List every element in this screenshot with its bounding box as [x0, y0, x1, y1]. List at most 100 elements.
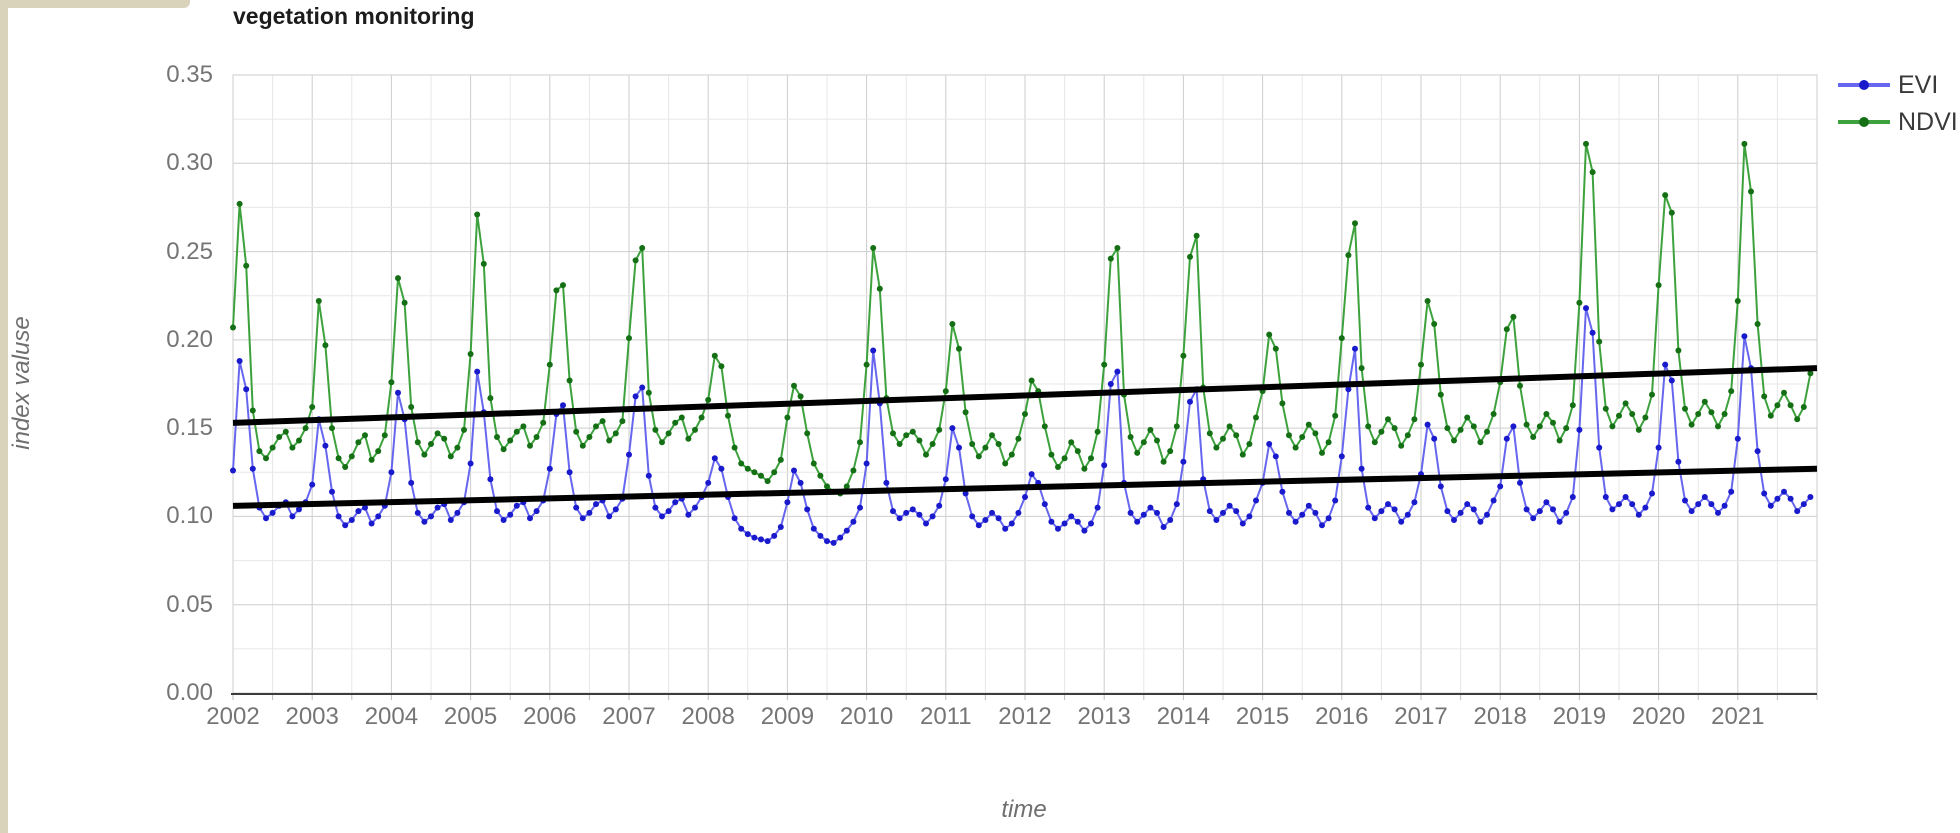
series-point-ndvi — [1338, 335, 1345, 342]
series-point-ndvi — [771, 469, 778, 476]
x-tick-label: 2012 — [998, 703, 1052, 730]
series-point-evi — [896, 515, 903, 522]
series-point-ndvi — [632, 257, 639, 264]
series-point-evi — [956, 444, 962, 451]
series-point-evi — [850, 518, 857, 525]
series-point-ndvi — [1041, 423, 1048, 430]
series-point-evi — [1286, 509, 1292, 516]
series-point-ndvi — [434, 430, 441, 437]
series-point-ndvi — [1418, 361, 1424, 368]
series-point-evi — [269, 509, 276, 516]
series-point-evi — [1041, 501, 1048, 508]
series-point-evi — [1503, 435, 1510, 442]
x-tick-label: 2013 — [1077, 703, 1131, 730]
series-point-ndvi — [1206, 430, 1213, 437]
series-point-ndvi — [1695, 411, 1702, 417]
series-point-ndvi — [804, 430, 811, 437]
series-point-ndvi — [718, 363, 725, 370]
series-point-ndvi — [599, 418, 606, 425]
y-tick-label: 0.25 — [166, 237, 213, 265]
series-point-ndvi — [1008, 451, 1015, 458]
legend-item-ndvi[interactable]: NDVI — [1838, 107, 1958, 137]
series-point-ndvi — [1312, 430, 1319, 437]
series-point-evi — [804, 506, 811, 513]
series-point-evi — [1484, 511, 1490, 518]
x-tick-label: 2019 — [1552, 703, 1607, 730]
series-point-evi — [527, 515, 533, 522]
legend-item-evi[interactable]: EVI — [1838, 70, 1958, 100]
x-tick-label: 2017 — [1394, 703, 1448, 730]
series-point-evi — [936, 502, 943, 509]
series-point-evi — [1180, 458, 1187, 465]
series-point-ndvi — [1550, 419, 1556, 426]
series-point-evi — [626, 451, 632, 458]
series-point-evi — [1206, 508, 1213, 515]
series-point-evi — [414, 509, 421, 516]
series-point-ndvi — [1345, 252, 1352, 259]
legend-label-ndvi: NDVI — [1898, 107, 1958, 136]
series-point-ndvi — [494, 434, 500, 440]
series-point-evi — [1312, 509, 1319, 516]
series-point-evi — [797, 479, 804, 486]
series-point-evi — [1701, 494, 1708, 500]
ndvi-line-swatch-icon — [1838, 116, 1890, 128]
series-point-ndvi — [1266, 331, 1273, 338]
series-point-evi — [1074, 518, 1081, 525]
series-point-ndvi — [758, 472, 764, 479]
series-point-ndvi — [692, 426, 698, 433]
series-point-evi — [1371, 515, 1378, 522]
series-point-evi — [513, 502, 520, 509]
x-tick-label: 2021 — [1711, 703, 1765, 730]
series-point-evi — [830, 539, 837, 546]
series-point-evi — [447, 517, 454, 523]
series-point-ndvi — [1510, 313, 1517, 320]
series-point-evi — [639, 384, 646, 391]
series-point-ndvi — [1741, 140, 1748, 147]
series-point-evi — [1404, 511, 1411, 518]
series-point-evi — [870, 347, 877, 354]
series-point-ndvi — [1642, 414, 1649, 421]
series-point-ndvi — [487, 395, 494, 402]
series-point-evi — [784, 499, 791, 506]
series-point-evi — [1721, 502, 1728, 509]
y-tick-label: 0.05 — [166, 590, 213, 618]
series-point-evi — [1682, 497, 1688, 504]
series-point-evi — [342, 522, 349, 529]
series-point-ndvi — [1668, 209, 1675, 216]
series-point-evi — [612, 506, 619, 513]
series-point-evi — [1107, 381, 1114, 387]
series-point-ndvi — [269, 444, 276, 451]
series-point-ndvi — [777, 456, 784, 463]
series-point-ndvi — [949, 321, 956, 327]
series-point-evi — [751, 534, 758, 541]
series-point-ndvi — [1028, 377, 1035, 384]
series-point-ndvi — [685, 435, 692, 442]
series-point-ndvi — [1503, 326, 1510, 333]
series-point-ndvi — [1233, 432, 1240, 439]
series-point-ndvi — [870, 245, 877, 251]
x-tick-label: 2002 — [206, 703, 260, 730]
series-point-ndvi — [513, 428, 520, 435]
series-point-ndvi — [1490, 411, 1497, 417]
series-point-ndvi — [309, 404, 316, 410]
series-point-evi — [1127, 509, 1134, 516]
series-point-evi — [1616, 501, 1622, 508]
series-point-evi — [758, 536, 764, 543]
series-point-ndvi — [1536, 423, 1543, 430]
series-point-ndvi — [1629, 411, 1636, 417]
series-point-ndvi — [936, 426, 943, 433]
series-point-ndvi — [1616, 412, 1622, 419]
series-point-evi — [1246, 513, 1253, 520]
series-point-evi — [1081, 527, 1088, 534]
series-point-ndvi — [401, 299, 408, 306]
series-point-ndvi — [289, 444, 296, 451]
series-point-ndvi — [1411, 416, 1418, 423]
series-point-ndvi — [956, 345, 962, 352]
series-point-ndvi — [1101, 361, 1108, 368]
series-point-ndvi — [1127, 434, 1134, 440]
series-point-ndvi — [1675, 347, 1682, 354]
series-point-evi — [1173, 501, 1180, 508]
series-point-evi — [672, 499, 679, 506]
series-point-ndvi — [810, 460, 817, 467]
series-point-evi — [1187, 398, 1193, 405]
